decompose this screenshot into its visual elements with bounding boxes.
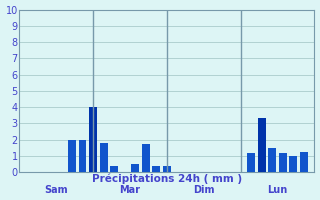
Text: Mar: Mar <box>119 185 140 195</box>
Bar <box>78 140 86 172</box>
Bar <box>289 156 297 172</box>
Bar <box>258 118 266 172</box>
Bar <box>68 140 76 172</box>
Bar <box>100 143 108 172</box>
Bar <box>163 166 171 172</box>
Bar <box>247 153 255 172</box>
Bar <box>89 107 97 172</box>
Text: Lun: Lun <box>268 185 288 195</box>
Bar <box>110 166 118 172</box>
Bar <box>152 166 160 172</box>
Bar <box>268 148 276 172</box>
Text: Dim: Dim <box>193 185 214 195</box>
X-axis label: Précipitations 24h ( mm ): Précipitations 24h ( mm ) <box>92 174 242 184</box>
Bar <box>142 144 150 172</box>
Text: Sam: Sam <box>44 185 68 195</box>
Bar <box>131 164 139 172</box>
Bar <box>300 152 308 172</box>
Bar <box>279 153 287 172</box>
